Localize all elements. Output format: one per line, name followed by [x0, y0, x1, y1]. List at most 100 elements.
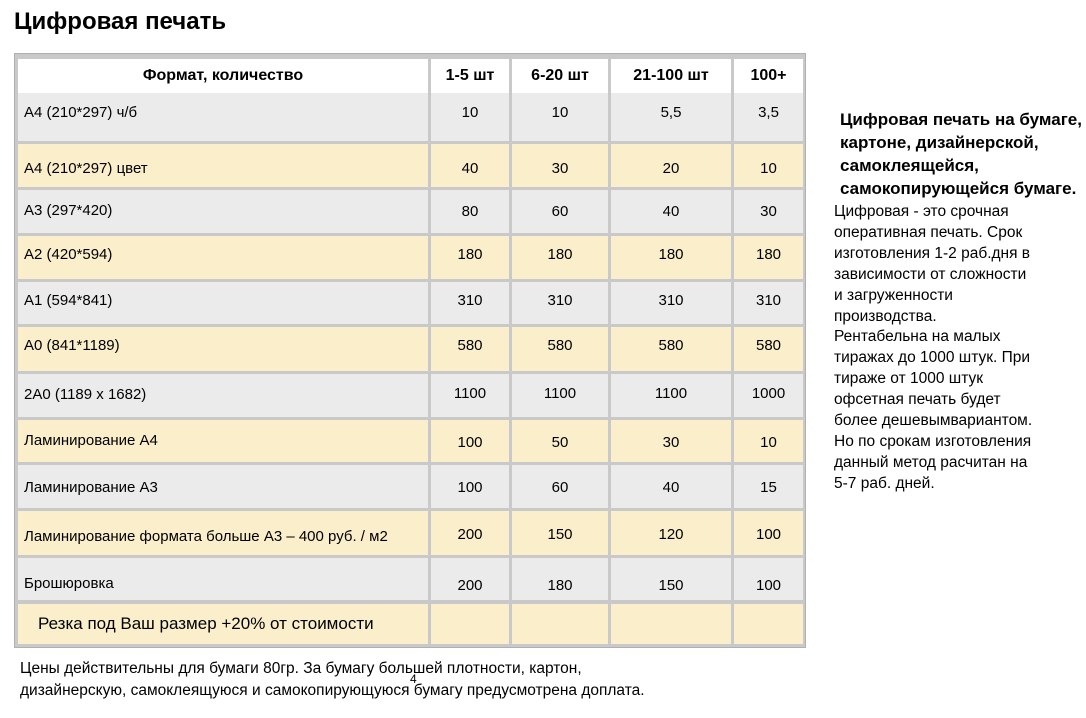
price-cell: 80	[431, 190, 509, 233]
price-cell: 100	[734, 511, 803, 555]
price-cell: 60	[512, 190, 608, 233]
price-cell: 10	[734, 420, 803, 462]
row-label: Ламинирование А3	[18, 465, 428, 508]
price-cell: 1100	[512, 374, 608, 417]
table-row: Резка под Ваш размер +20% от стоимости	[15, 604, 807, 644]
price-cell: 580	[512, 327, 608, 371]
price-cell	[611, 604, 731, 644]
side-body-line: офсетная печать будет	[834, 391, 1001, 409]
price-cell: 100	[734, 558, 803, 600]
side-heading: Цифровая печать на бумаге, картоне, диза…	[840, 110, 1082, 198]
price-cell: 10	[734, 144, 803, 187]
side-body-line: более дешевымвариантом.	[834, 412, 1033, 430]
row-label: А4 (210*297) цвет	[18, 144, 428, 187]
price-cell: 30	[512, 144, 608, 187]
table-row: Брошюровка 200 180 150 100	[15, 558, 807, 600]
price-cell: 3,5	[734, 93, 803, 141]
price-cell: 100	[431, 420, 509, 462]
price-cell: 10	[431, 93, 509, 141]
price-cell: 580	[611, 327, 731, 371]
table-row: Ламинирование формата больше А3 – 400 ру…	[15, 511, 807, 555]
side-body-line: зависимости от сложности	[834, 265, 1027, 283]
header-format: Формат, количество	[18, 59, 428, 93]
price-cell: 1100	[611, 374, 731, 417]
side-body-line: Рентабельна на малых	[834, 328, 1001, 346]
side-body-line: и загруженности	[834, 286, 953, 304]
price-table: Формат, количество 1-5 шт 6-20 шт 21-100 шт…	[14, 53, 806, 648]
table-row: 2А0 (1189 х 1682) 1100 1100 1100 1000	[15, 374, 807, 417]
side-body-line: Цифровая - это срочная	[834, 203, 1009, 220]
header-qty-4: 100+	[734, 59, 803, 93]
price-cell: 100	[431, 465, 509, 508]
table-row: А3 (297*420) 80 60 40 30	[15, 190, 807, 233]
price-cell: 20	[611, 144, 731, 187]
row-label: Ламинирование формата больше А3 – 400 ру…	[18, 511, 428, 555]
footnote-line: Цены действительны для бумаги 80гр. За б…	[20, 660, 582, 677]
price-cell: 5,5	[611, 93, 731, 141]
price-cell: 30	[611, 420, 731, 462]
header-qty-2: 6-20 шт	[512, 59, 608, 93]
price-cell: 150	[611, 558, 731, 600]
side-body-line: производства.	[834, 307, 937, 325]
price-cell: 50	[512, 420, 608, 462]
row-label: А1 (594*841)	[18, 282, 428, 324]
table-row: Ламинирование А4 100 50 30 10	[15, 420, 807, 462]
table-row: А4 (210*297) ч/б 10 10 5,5 3,5	[15, 93, 807, 141]
side-body-line: изготовления 1-2 раб.дня в	[834, 244, 1031, 262]
price-cell: 180	[431, 236, 509, 279]
price-cell: 10	[512, 93, 608, 141]
table-row: Ламинирование А3 100 60 40 15	[15, 465, 807, 508]
side-body-line: 5-7 раб. дней.	[834, 474, 935, 492]
table-row: А1 (594*841) 310 310 310 310	[15, 282, 807, 324]
price-cell: 310	[431, 282, 509, 324]
side-body-line: тиражах до 1000 штук. При	[834, 349, 1031, 367]
row-label: Брошюровка	[18, 558, 428, 600]
price-cell: 40	[611, 465, 731, 508]
price-cell: 1100	[431, 374, 509, 417]
table-row: А4 (210*297) цвет 40 30 20 10	[15, 144, 807, 187]
price-cell: 1000	[734, 374, 803, 417]
price-cell: 60	[512, 465, 608, 508]
side-body-line: оперативная печать. Срок	[834, 223, 1023, 241]
price-cell: 40	[431, 144, 509, 187]
price-cell: 150	[512, 511, 608, 555]
price-cell: 580	[734, 327, 803, 371]
price-cell: 200	[431, 558, 509, 600]
header-qty-3: 21-100 шт	[611, 59, 731, 93]
price-cell: 180	[611, 236, 731, 279]
table-header-row: Формат, количество 1-5 шт 6-20 шт 21-100 шт…	[15, 59, 807, 93]
price-cell: 40	[611, 190, 731, 233]
table-row: А0 (841*1189) 580 580 580 580	[15, 327, 807, 371]
side-description: Цифровая печать на бумаге, картоне, диза…	[834, 108, 1082, 495]
row-label: 2А0 (1189 х 1682)	[18, 374, 428, 417]
footnote-line: дизайнерскую, самоклеящуюся и самокопиру…	[20, 682, 645, 699]
table-row: А2 (420*594) 180 180 180 180	[15, 236, 807, 279]
price-cell	[512, 604, 608, 644]
side-body-line: Но по срокам изготовления	[834, 432, 1032, 450]
row-label: А3 (297*420)	[18, 190, 428, 233]
price-cell: 180	[512, 236, 608, 279]
page-number: 4	[410, 672, 417, 686]
page-title: Цифровая печать	[14, 8, 227, 35]
side-body-line: тираже от 1000 штук	[834, 370, 984, 388]
footnote: Цены действительны для бумаги 80гр. За б…	[20, 658, 800, 702]
row-label: А2 (420*594)	[18, 236, 428, 279]
price-cell: 30	[734, 190, 803, 233]
price-cell: 180	[734, 236, 803, 279]
price-cell: 310	[734, 282, 803, 324]
price-cell: 15	[734, 465, 803, 508]
price-cell: 580	[431, 327, 509, 371]
side-body: Цифровая - это срочная оперативная печать…	[834, 202, 1082, 495]
price-cell: 180	[512, 558, 608, 600]
price-cell: 120	[611, 511, 731, 555]
row-label: Резка под Ваш размер +20% от стоимости	[18, 604, 428, 644]
side-body-line: данный метод расчитан на	[834, 453, 1028, 471]
price-cell: 310	[611, 282, 731, 324]
price-cell: 200	[431, 511, 509, 555]
price-cell	[734, 604, 803, 644]
price-cell	[431, 604, 509, 644]
row-label: Ламинирование А4	[18, 420, 428, 462]
row-label: А0 (841*1189)	[18, 327, 428, 371]
price-cell: 310	[512, 282, 608, 324]
header-qty-1: 1-5 шт	[431, 59, 509, 93]
